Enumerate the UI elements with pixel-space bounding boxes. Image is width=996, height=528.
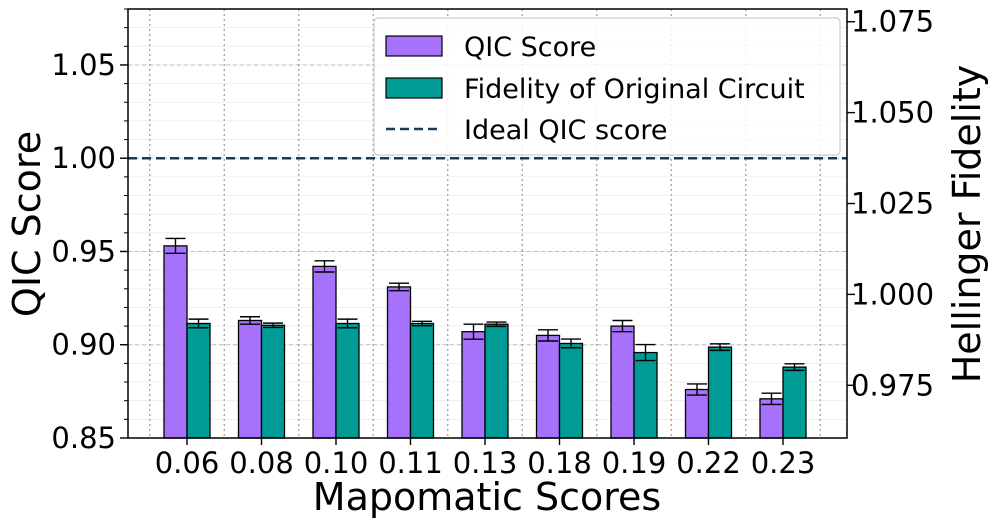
legend-box — [373, 17, 841, 156]
y2-tick-label: 1.075 — [851, 5, 934, 39]
x-axis-title: Mapomatic Scores — [313, 475, 661, 519]
x-tick-label: 0.08 — [229, 446, 294, 480]
fidelity-bar — [186, 322, 211, 439]
right-axis-ticks: 0.975 1.000 1.025 1.050 1.075 — [847, 5, 934, 402]
legend-label-ideal-line: Ideal QIC score — [464, 115, 668, 146]
qic-score-bar — [237, 319, 263, 439]
legend-label-fidelity: Fidelity of Original Circuit — [464, 74, 805, 105]
qic-score-bar — [312, 265, 337, 439]
x-tick-label: 0.11 — [378, 446, 443, 480]
y2-tick-label: 1.025 — [851, 187, 934, 221]
x-tick-label: 0.13 — [453, 446, 518, 480]
y2-tick-label: 1.000 — [851, 277, 934, 311]
y2-axis-title: Hellinger Fidelity — [945, 65, 989, 384]
fidelity-bar — [633, 351, 658, 439]
y-tick-label: 1.00 — [51, 141, 116, 175]
fidelity-bar — [409, 322, 435, 439]
legend-label-qic-score: QIC Score — [464, 32, 596, 63]
y-tick-label: 0.90 — [51, 328, 116, 362]
legend-swatch-fidelity — [385, 77, 443, 99]
x-tick-label: 0.10 — [304, 446, 369, 480]
fidelity-bar — [782, 366, 807, 439]
legend-swatch-qic-score — [385, 35, 443, 57]
x-tick-label: 0.19 — [602, 446, 667, 480]
x-tick-label: 0.22 — [676, 446, 741, 480]
legend: QIC Score Fidelity of Original Circuit I… — [373, 17, 841, 156]
y-tick-label: 0.85 — [51, 421, 116, 455]
fidelity-bar — [558, 342, 584, 439]
x-tick-label: 0.06 — [155, 446, 220, 480]
qic-score-bar — [163, 245, 188, 439]
bars — [163, 237, 807, 439]
fidelity-bar — [260, 324, 286, 439]
plot-frame — [127, 8, 848, 439]
x-tick-label: 0.23 — [751, 446, 816, 480]
y2-tick-label: 1.050 — [851, 96, 934, 130]
fidelity-bar — [707, 346, 733, 439]
fidelity-bar — [484, 323, 509, 439]
x-axis-ticks: 0.06 0.08 0.10 0.11 0.13 0.18 0.19 0.22 0.23 — [155, 438, 816, 480]
left-axis-ticks: 0.85 0.90 0.95 1.00 1.05 — [51, 8, 128, 455]
y2-tick-label: 0.975 — [851, 368, 934, 402]
y-tick-label: 1.05 — [51, 48, 116, 82]
qic-score-bar — [461, 331, 486, 439]
qic-score-bar — [386, 286, 412, 439]
fidelity-bar — [335, 322, 360, 439]
x-tick-label: 0.18 — [527, 446, 592, 480]
qic-score-bar — [610, 325, 635, 439]
y-axis-title: QIC Score — [5, 131, 49, 317]
qic-score-bar — [535, 334, 561, 439]
qic-score-bar — [684, 388, 710, 439]
y-tick-label: 0.95 — [51, 234, 116, 268]
